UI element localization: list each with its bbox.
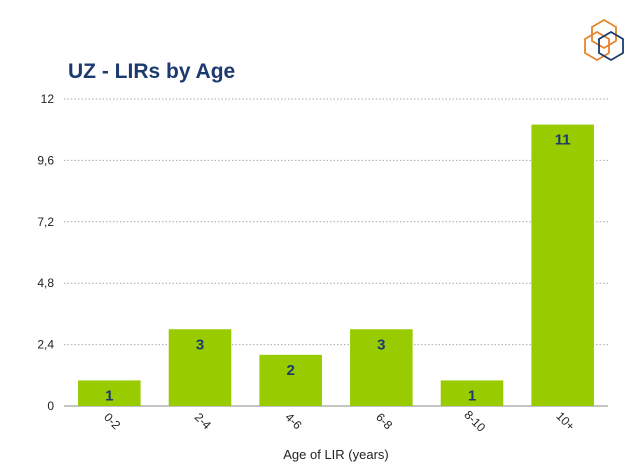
data-label: 1 xyxy=(468,387,476,404)
y-tick-label: 12 xyxy=(41,92,55,106)
x-tick-label: 8-10 xyxy=(461,408,488,435)
y-tick-label: 2,4 xyxy=(37,338,54,352)
bar xyxy=(259,354,322,406)
data-label: 2 xyxy=(286,362,294,379)
data-label: 11 xyxy=(555,132,571,149)
y-tick-label: 7,2 xyxy=(37,215,54,229)
x-axis-title: Age of LIR (years) xyxy=(283,447,389,462)
bar xyxy=(350,329,413,406)
chart-title: UZ - LIRs by Age xyxy=(68,60,236,83)
y-tick-label: 9,6 xyxy=(37,153,54,167)
bar xyxy=(531,124,594,406)
ripe-ncc-hexagon-logo-icon xyxy=(584,18,624,62)
data-label: 3 xyxy=(377,336,385,353)
data-label: 3 xyxy=(196,336,204,353)
bar xyxy=(168,329,232,406)
y-tick-label: 4,8 xyxy=(37,276,54,290)
x-tick-label: 6-8 xyxy=(373,410,395,432)
x-tick-label: 0-2 xyxy=(101,410,123,432)
y-tick-label: 0 xyxy=(47,399,54,413)
bar xyxy=(440,380,504,406)
bar xyxy=(78,380,141,406)
x-tick-label: 2-4 xyxy=(192,410,214,432)
data-label: 1 xyxy=(105,387,113,404)
x-tick-label: 4-6 xyxy=(282,410,304,432)
x-tick-label: 10+ xyxy=(553,409,577,433)
